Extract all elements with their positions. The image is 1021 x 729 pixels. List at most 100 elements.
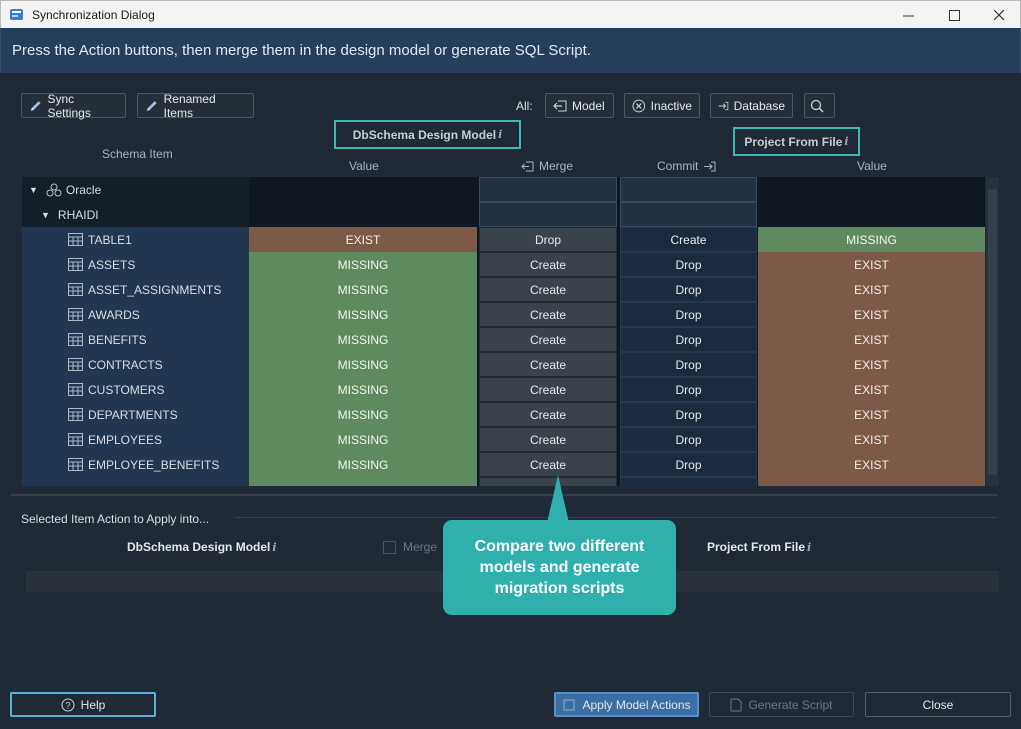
minimize-button[interactable] (885, 1, 931, 29)
table-name-cell[interactable]: ASSETS (22, 252, 249, 277)
info-icon[interactable]: i (807, 541, 812, 554)
generate-script-button[interactable]: Generate Script (709, 692, 854, 717)
maximize-button[interactable] (931, 1, 977, 29)
merge-action-button[interactable]: Create (479, 277, 617, 302)
apply-model-actions-button[interactable]: Apply Model Actions (554, 692, 699, 717)
right-source-label: Project From File (744, 134, 843, 149)
help-button[interactable]: ? Help (10, 692, 156, 717)
commit-action-button[interactable]: Drop (620, 302, 757, 327)
table-row[interactable]: CUSTOMERS MISSING Create Drop EXIST (22, 377, 985, 402)
merge-action-button[interactable] (479, 477, 617, 486)
table-row[interactable]: CONTRACTS MISSING Create Drop EXIST (22, 352, 985, 377)
info-icon[interactable]: i (844, 135, 849, 148)
commit-header-label: Commit (657, 159, 699, 173)
model-value-cell: MISSING (249, 327, 477, 352)
table-name: TABLE1 (88, 232, 132, 247)
merge-action-button[interactable]: Create (479, 327, 617, 352)
commit-action-button[interactable]: Drop (620, 402, 757, 427)
commit-header: Commit (657, 159, 716, 173)
commit-action-button[interactable]: Drop (620, 252, 757, 277)
info-icon[interactable]: i (272, 541, 277, 554)
commit-action-button[interactable]: Drop (620, 277, 757, 302)
table-row[interactable]: TABLE1 EXIST Drop Create MISSING (22, 227, 985, 252)
commit-action-button[interactable]: Drop (620, 352, 757, 377)
commit-action-button[interactable]: Drop (620, 427, 757, 452)
cancel-circle-icon (632, 99, 646, 112)
expand-triangle-icon: ▼ (41, 209, 50, 220)
table-row[interactable]: EMPLOYEES MISSING Create Drop EXIST (22, 427, 985, 452)
grid-scrollbar[interactable] (986, 177, 999, 486)
commit-action-button[interactable]: Drop (620, 377, 757, 402)
arrow-left-icon (521, 161, 534, 171)
close-window-button[interactable] (976, 1, 1021, 29)
table-name-cell[interactable]: AWARDS (22, 302, 249, 327)
table-name-cell[interactable]: EMPLOYEES (22, 427, 249, 452)
sync-settings-button[interactable]: Sync Settings (21, 92, 126, 120)
table-name-cell[interactable]: CUSTOMERS (22, 377, 249, 402)
model-value-cell: MISSING (249, 352, 477, 377)
commit-action-button[interactable]: Drop (620, 327, 757, 352)
all-database-button[interactable]: Database (710, 93, 793, 118)
search-button[interactable] (804, 93, 835, 118)
table-row[interactable]: AWARDS MISSING Create Drop EXIST (22, 302, 985, 327)
merge-action-button[interactable]: Create (479, 402, 617, 427)
scrollbar-thumb[interactable] (988, 189, 997, 475)
merge-checkbox-label: Merge (403, 540, 438, 554)
left-source-header: DbSchema Design Model i (334, 120, 521, 149)
pencil-icon (30, 100, 41, 111)
commit-action-button[interactable]: Create (620, 227, 757, 252)
file-value-cell: EXIST (758, 252, 985, 277)
tree-node-schema[interactable]: ▼ RHAIDI (22, 202, 249, 227)
merge-action-button[interactable]: Drop (479, 227, 617, 252)
merge-cell[interactable] (479, 202, 617, 227)
all-model-button[interactable]: Model (545, 93, 614, 118)
table-row[interactable]: DEPARTMENTS MISSING Create Drop EXIST (22, 402, 985, 427)
close-button[interactable]: Close (865, 692, 1011, 717)
table-name-cell[interactable]: TABLE1 (22, 227, 249, 252)
tree-row-schema[interactable]: ▼ RHAIDI (22, 202, 985, 227)
commit-action-button[interactable]: Drop (620, 452, 757, 477)
merge-checkbox[interactable]: Merge (383, 540, 437, 554)
commit-cell[interactable] (620, 177, 757, 202)
table-icon (68, 458, 83, 471)
commit-cell[interactable] (620, 202, 757, 227)
merge-action-button[interactable]: Create (479, 252, 617, 277)
tree-node-oracle[interactable]: ▼ Oracle (22, 177, 249, 202)
file-value-cell (758, 477, 985, 486)
merge-action-button[interactable]: Create (479, 377, 617, 402)
table-row[interactable]: BENEFITS MISSING Create Drop EXIST (22, 327, 985, 352)
value-right-header: Value (857, 159, 887, 173)
selected-action-title: Selected Item Action to Apply into... (21, 512, 210, 526)
app-icon (10, 9, 23, 20)
table-name-cell[interactable]: ASSET_ASSIGNMENTS (22, 277, 249, 302)
all-inactive-button[interactable]: Inactive (624, 93, 700, 118)
merge-action-button[interactable]: Create (479, 352, 617, 377)
table-name-cell[interactable]: CONTRACTS (22, 352, 249, 377)
schema-item-header: Schema Item (102, 147, 173, 161)
table-icon (68, 258, 83, 271)
file-value-cell: EXIST (758, 302, 985, 327)
table-name-cell[interactable]: EMPLOYEE_BENEFITS (22, 452, 249, 477)
table-row[interactable]: ASSETS MISSING Create Drop EXIST (22, 252, 985, 277)
commit-action-button[interactable] (620, 477, 757, 486)
renamed-items-button[interactable]: Renamed Items (137, 91, 254, 120)
merge-action-button[interactable]: Create (479, 302, 617, 327)
merge-cell[interactable] (479, 177, 617, 202)
title-bar: Synchronization Dialog (0, 0, 1021, 28)
file-value-cell: EXIST (758, 452, 985, 477)
merge-action-button[interactable]: Create (479, 427, 617, 452)
table-icon (68, 433, 83, 446)
table-name-cell[interactable]: DEPARTMENTS (22, 402, 249, 427)
table-name: EMPLOYEES (88, 432, 163, 447)
table-row[interactable]: EMPLOYEE_BENEFITS MISSING Create Drop EXIST (22, 452, 985, 477)
merge-action-button[interactable]: Create (479, 452, 617, 477)
tree-row-oracle[interactable]: ▼ Oracle (22, 177, 985, 202)
table-name: DEPARTMENTS (88, 407, 178, 422)
model-value-cell: MISSING (249, 377, 477, 402)
checkbox-box[interactable] (383, 540, 396, 554)
info-icon[interactable]: i (498, 128, 503, 141)
renamed-items-label: Renamed Items (163, 91, 216, 120)
table-name-cell[interactable]: BENEFITS (22, 327, 249, 352)
table-name: AWARDS (88, 307, 140, 322)
table-row[interactable]: ASSET_ASSIGNMENTS MISSING Create Drop EXIST (22, 277, 985, 302)
